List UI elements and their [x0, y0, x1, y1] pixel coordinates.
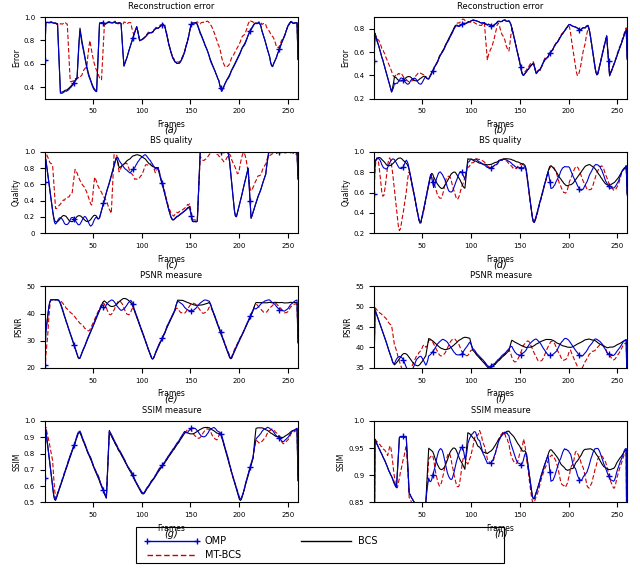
X-axis label: Frames: Frames [486, 524, 515, 533]
Y-axis label: Error: Error [12, 49, 21, 67]
Title: BS quality: BS quality [479, 136, 522, 146]
Y-axis label: Quality: Quality [12, 179, 21, 206]
Text: (g): (g) [164, 529, 179, 538]
X-axis label: Frames: Frames [486, 120, 515, 129]
Text: (e): (e) [164, 394, 178, 404]
Text: (c): (c) [165, 259, 178, 270]
X-axis label: Frames: Frames [157, 120, 186, 129]
X-axis label: Frames: Frames [157, 255, 186, 264]
Text: MT-BCS: MT-BCS [205, 550, 241, 560]
X-axis label: Frames: Frames [157, 389, 186, 398]
Title: SSIM measure: SSIM measure [470, 405, 531, 415]
Title: Reconstruction error: Reconstruction error [458, 2, 544, 11]
X-axis label: Frames: Frames [157, 524, 186, 533]
Text: OMP: OMP [205, 536, 227, 546]
Y-axis label: PSNR: PSNR [344, 317, 353, 337]
Text: (f): (f) [495, 394, 506, 404]
Text: BCS: BCS [358, 536, 378, 546]
Y-axis label: Quality: Quality [341, 179, 350, 206]
Text: (h): (h) [494, 529, 508, 538]
Text: (a): (a) [164, 125, 178, 135]
Title: SSIM measure: SSIM measure [141, 405, 202, 415]
Text: (d): (d) [493, 259, 508, 270]
Y-axis label: SSIM: SSIM [12, 452, 21, 471]
Title: PSNR measure: PSNR measure [470, 271, 532, 280]
Title: Reconstruction error: Reconstruction error [128, 2, 214, 11]
Y-axis label: Error: Error [341, 49, 350, 67]
X-axis label: Frames: Frames [486, 389, 515, 398]
Text: (b): (b) [493, 125, 508, 135]
Title: BS quality: BS quality [150, 136, 193, 146]
Y-axis label: SSIM: SSIM [337, 452, 346, 471]
Title: PSNR measure: PSNR measure [140, 271, 202, 280]
Y-axis label: PSNR: PSNR [14, 317, 23, 337]
X-axis label: Frames: Frames [486, 255, 515, 264]
